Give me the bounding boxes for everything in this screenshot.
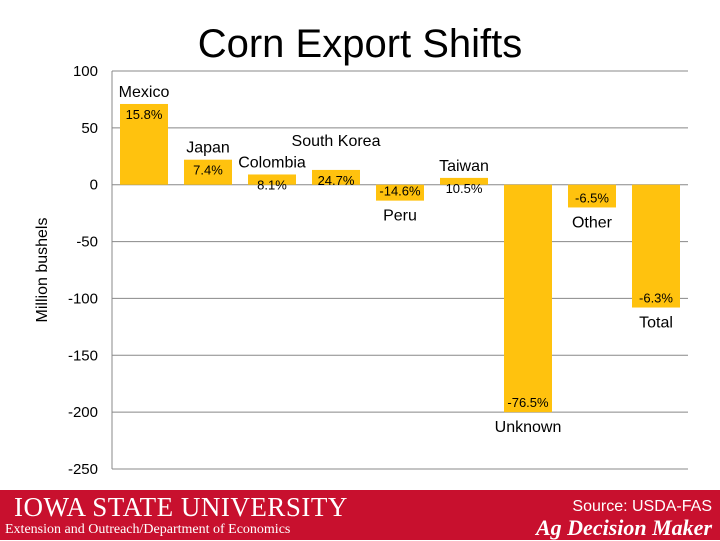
name-label-taiwan: Taiwan [439,158,489,175]
bar-colombia [248,174,296,185]
chart-title: Corn Export Shifts [197,22,523,66]
y-tick--100: -100 [68,290,98,307]
y-tick-0: 0 [90,177,98,194]
y-tick--250: -250 [68,461,98,478]
bar-mexico [120,103,168,185]
y-tick--50: -50 [76,234,98,251]
pct-label-peru: -14.6% [379,184,421,199]
ag-decision-maker-logo: Ag Decision Maker [536,515,712,540]
iowa-state-logo: IOWA STATE UNIVERSITY [14,492,348,522]
y-tick-100: 100 [73,63,98,80]
y-tick-50: 50 [81,120,98,137]
pct-label-south-korea: 24.7% [318,173,355,188]
bar-taiwan [440,177,488,185]
y-tick--200: -200 [68,404,98,421]
source-text: Source: USDA-FAS [572,498,712,515]
bars [120,103,680,413]
name-label-south-korea: South Korea [292,133,381,150]
pct-label-total: -6.3% [639,291,673,306]
pct-label-unknown: -76.5% [507,395,549,410]
name-label-colombia: Colombia [238,154,306,171]
y-tick--150: -150 [68,347,98,364]
bar-south-korea [312,169,360,185]
name-label-japan: Japan [186,140,230,157]
bar-chart: 100 50 0 -50 -100 -150 -200 -250 Million bushel… [34,63,688,478]
y-tick-labels: 100 50 0 -50 -100 -150 -200 -250 [68,63,98,478]
bar-labels: 15.8% Mexico 7.4% Japan 8.1% Colombia 24.7% Sou… [119,84,674,436]
pct-label-other: -6.5% [575,190,609,205]
gridlines [112,70,688,470]
bar-unknown [504,184,552,413]
y-axis-label: Million bushels [34,218,51,323]
bar-total [632,184,680,308]
name-label-total: Total [639,315,673,332]
bar-peru [376,184,424,201]
name-label-peru: Peru [383,208,417,225]
department-text: Extension and Outreach/Department of Eco… [5,522,291,537]
name-label-unknown: Unknown [495,419,562,436]
name-label-mexico: Mexico [119,84,170,101]
pct-label-japan: 7.4% [193,163,223,178]
pct-label-taiwan: 10.5% [446,181,483,196]
name-label-other: Other [572,214,613,231]
pct-label-mexico: 15.8% [126,107,163,122]
pct-label-colombia: 8.1% [257,177,287,192]
bar-japan [184,159,232,185]
footer-bar: IOWA STATE UNIVERSITY Extension and Outr… [0,490,720,540]
bar-other [568,184,616,208]
